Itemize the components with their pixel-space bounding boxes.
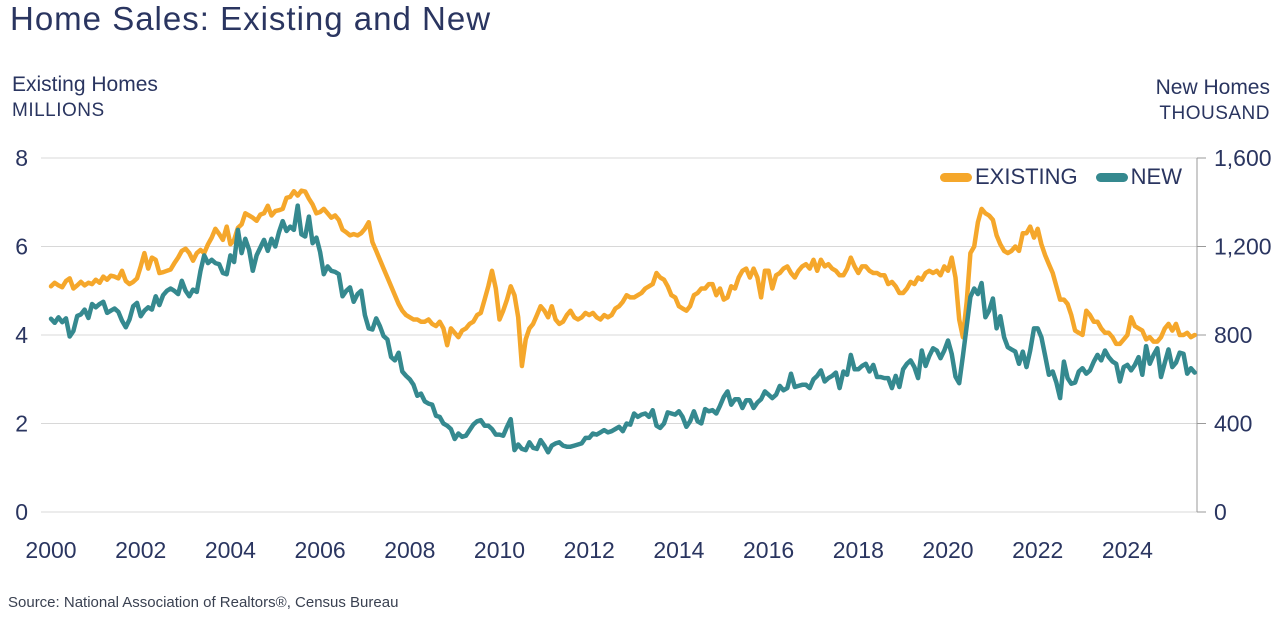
x-axis-tick-label: 2014 — [653, 537, 704, 563]
x-axis-tick-label: 2012 — [564, 537, 615, 563]
new-series-label: NEW — [1130, 164, 1182, 189]
right-axis-label: New Homes — [1155, 76, 1270, 99]
x-axis-tick-label: 2002 — [115, 537, 166, 563]
x-axis-tick-label: 2006 — [295, 537, 346, 563]
left-axis-header: Existing Homes MILLIONS — [12, 71, 158, 123]
x-axis-tick-label: 2010 — [474, 537, 525, 563]
x-axis-tick-label: 2008 — [384, 537, 435, 563]
right-axis-tick-label: 400 — [1214, 411, 1252, 437]
existing-line — [48, 188, 1197, 369]
right-axis-units: THOUSAND — [1159, 103, 1270, 124]
new-line — [48, 203, 1197, 455]
right-axis-tick-label: 1,600 — [1214, 145, 1272, 171]
x-axis-tick-label: 2004 — [205, 537, 256, 563]
legend-item-existing: EXISTING — [939, 164, 1078, 190]
x-axis-tick-label: 2018 — [833, 537, 884, 563]
existing-series-label: EXISTING — [974, 164, 1078, 189]
right-axis-tick-label: 0 — [1214, 499, 1227, 525]
legend: EXISTING NEW — [939, 164, 1182, 190]
x-axis-tick-label: 2022 — [1012, 537, 1063, 563]
x-axis-tick-label: 2020 — [922, 537, 973, 563]
left-axis-tick-label: 8 — [15, 145, 28, 171]
left-axis-tick-label: 4 — [15, 322, 28, 348]
left-axis-tick-label: 6 — [15, 234, 28, 260]
source-note: Source: National Association of Realtors… — [8, 594, 399, 611]
left-axis-tick-label: 2 — [15, 411, 28, 437]
left-axis-tick-label: 0 — [15, 499, 28, 525]
right-axis-header: New Homes THOUSAND — [1156, 74, 1270, 126]
legend-item-new: NEW — [1095, 164, 1182, 190]
x-axis-tick-label: 2016 — [743, 537, 794, 563]
right-axis-tick-label: 1,200 — [1214, 234, 1272, 260]
x-axis-tick-label: 2024 — [1102, 537, 1153, 563]
existing-series-swatch — [939, 172, 972, 182]
x-axis-tick-label: 2000 — [25, 537, 76, 563]
right-axis-tick-label: 800 — [1214, 322, 1252, 348]
chart-title: Home Sales: Existing and New — [10, 0, 492, 37]
left-axis-units: MILLIONS — [12, 100, 105, 121]
left-axis-label: Existing Homes — [12, 73, 158, 96]
new-series-swatch — [1095, 172, 1128, 182]
